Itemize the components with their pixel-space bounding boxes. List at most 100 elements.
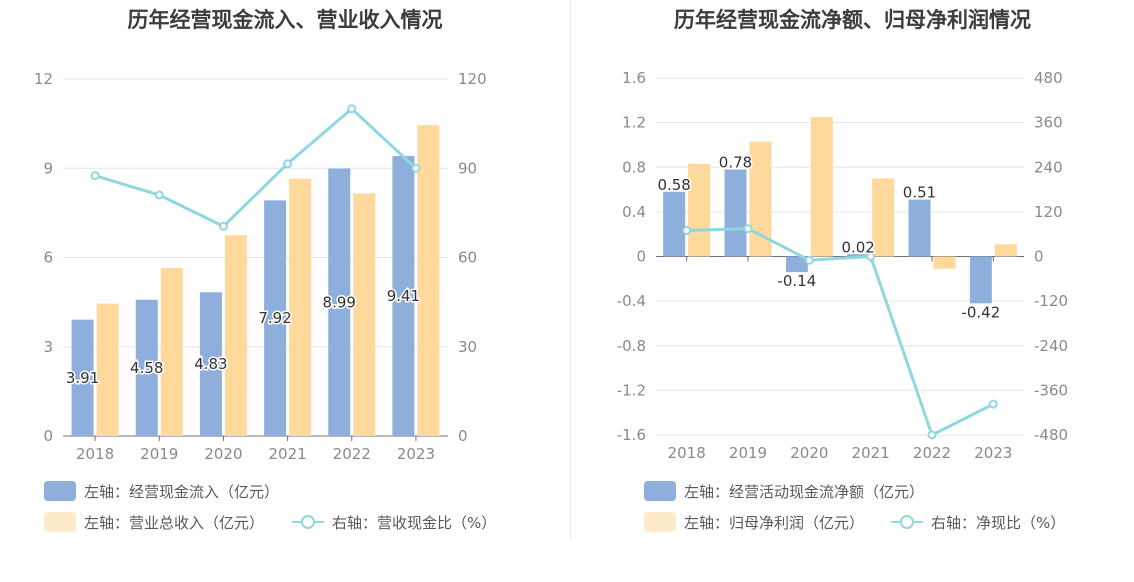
legend-label-net-cash-ratio: 右轴：净现比（%）	[931, 513, 1066, 532]
bar-primary	[724, 169, 747, 257]
bar-data-label: -0.14	[777, 272, 816, 290]
bar-secondary	[289, 178, 312, 436]
left-axis-tick-label: 9	[43, 159, 53, 177]
ratio-point	[804, 255, 814, 265]
bar-data-label: -0.42	[961, 303, 1000, 321]
chart-title: 历年经营现金流入、营业收入情况	[127, 8, 443, 32]
left-axis-tick-label: 0	[636, 248, 646, 266]
bar-primary	[264, 200, 287, 436]
category-label: 2018	[76, 445, 114, 463]
ratio-point	[283, 159, 293, 169]
ratio-point	[154, 190, 164, 200]
right-axis-tick-label: -120	[1034, 292, 1068, 310]
left-axis-tick-label: -1.6	[617, 426, 646, 444]
right-axis-tick-label: 360	[1034, 114, 1063, 132]
category-label: 2019	[140, 445, 178, 463]
ratio-point	[347, 104, 357, 114]
bar-data-label: 0.78	[719, 153, 752, 171]
right-axis-tick-label: 60	[458, 249, 477, 267]
right-axis-tick-label: 30	[458, 338, 477, 356]
left-axis-tick-label: 1.6	[622, 69, 646, 87]
bar-primary	[199, 292, 222, 436]
right-axis-tick-label: 90	[458, 159, 477, 177]
ratio-point	[682, 225, 692, 235]
legend-label-revenue: 左轴：营业总收入（亿元）	[84, 513, 265, 532]
right-axis-tick-label: 240	[1034, 158, 1063, 176]
legend-item-revenue[interactable]: 左轴：营业总收入（亿元）	[44, 512, 264, 532]
legend-item-cash-ratio[interactable]: 右轴：营收现金比（%）	[292, 512, 496, 532]
legend-label-inflow: 左轴：经营现金流入（亿元）	[84, 482, 280, 501]
bar-primary	[969, 256, 992, 304]
legend-item-net-profit[interactable]: 左轴：归母净利润（亿元）	[644, 512, 864, 532]
category-label: 2021	[852, 444, 890, 462]
right-axis-tick-label: 120	[1034, 203, 1063, 221]
legend-swatch-net-profit	[644, 512, 676, 532]
left-axis-tick-label: -0.4	[617, 292, 646, 310]
bar-secondary	[749, 141, 772, 257]
category-label: 2020	[790, 444, 828, 462]
ratio-point	[90, 171, 100, 181]
left-axis-tick-label: 0.4	[622, 203, 646, 221]
bar-data-label: 0.58	[657, 176, 690, 194]
ratio-point	[411, 163, 421, 173]
bar-primary	[328, 168, 351, 437]
legend-item-net-cash-ratio[interactable]: 右轴：净现比（%）	[891, 512, 1065, 532]
category-label: 2020	[204, 445, 242, 463]
left-axis-tick-label: 3	[43, 338, 53, 356]
ratio-point	[218, 221, 228, 231]
right-chart-panel: 历年经营现金流净额、归母净利润情况 -1.6 -1.2 -0.8 -0.4 0 0.4 0.…	[571, 0, 1134, 582]
legend-swatch-revenue	[44, 512, 76, 532]
bar-secondary	[96, 303, 119, 436]
ratio-point	[743, 224, 753, 234]
legend-swatch-net-cashflow	[644, 481, 676, 501]
category-label: 2022	[333, 445, 371, 463]
left-axis-tick-label: -1.2	[617, 381, 646, 399]
bar-secondary	[160, 267, 183, 436]
left-chart-panel: 历年经营现金流入、营业收入情况 0 3 6 9 12 0 30 60 90 120 2018 2019…	[34, 8, 496, 532]
category-label: 2023	[974, 444, 1012, 462]
bar-secondary	[933, 256, 956, 269]
right-axis-tick-label: 480	[1034, 69, 1063, 87]
legend-item-inflow[interactable]: 左轴：经营现金流入（亿元）	[44, 481, 279, 501]
bar-secondary	[353, 193, 376, 436]
bar-data-label: 0.02	[841, 238, 874, 256]
category-label: 2021	[268, 445, 306, 463]
right-axis-tick-label: 0	[458, 427, 468, 445]
bar-secondary	[688, 163, 711, 257]
left-axis-tick-label: 0.8	[622, 158, 646, 176]
bar-secondary	[224, 235, 247, 436]
chart-title: 历年经营现金流净额、归母净利润情况	[674, 8, 1031, 32]
bar-primary	[71, 319, 94, 436]
bar-primary	[847, 254, 870, 257]
bar-primary	[392, 156, 415, 437]
right-axis-tick-label: -360	[1034, 381, 1068, 399]
ratio-point	[927, 430, 937, 440]
legend-swatch-inflow	[44, 481, 76, 501]
right-axis-tick-label: -240	[1034, 337, 1068, 355]
legend-label-cash-ratio: 右轴：营收现金比（%）	[332, 513, 497, 532]
bar-data-label: 9.41	[387, 287, 420, 305]
left-axis-tick-label: 1.2	[622, 114, 646, 132]
bar-data-label: 4.83	[194, 355, 227, 373]
bar-secondary	[872, 178, 895, 257]
legend-line-marker-icon	[292, 512, 324, 532]
legend-label-net-profit: 左轴：归母净利润（亿元）	[684, 513, 865, 532]
right-axis-tick-label: -480	[1034, 426, 1068, 444]
left-axis-tick-label: 12	[34, 70, 53, 88]
legend-item-net-cashflow[interactable]: 左轴：经营活动现金流净额（亿元）	[644, 481, 924, 501]
left-axis-tick-label: 0	[43, 427, 53, 445]
bar-primary	[663, 191, 686, 257]
bar-data-label: 7.92	[258, 309, 291, 327]
left-axis-tick-label: 6	[43, 249, 53, 267]
ratio-line	[94, 106, 417, 229]
bar-secondary	[810, 117, 833, 257]
ratio-point	[988, 399, 998, 409]
bar-data-label: 3.91	[66, 369, 99, 387]
ratio-point	[866, 252, 876, 261]
panel-divider	[570, 0, 571, 540]
right-chart-svg: -1.6 -1.2 -0.8 -0.4 0 0.4 0.8 1.2 1.6 -480 -360 -24…	[617, 69, 1068, 462]
right-axis-tick-label: 0	[1034, 248, 1044, 266]
bar-data-label: 8.99	[323, 293, 356, 311]
bar-secondary	[417, 125, 440, 437]
